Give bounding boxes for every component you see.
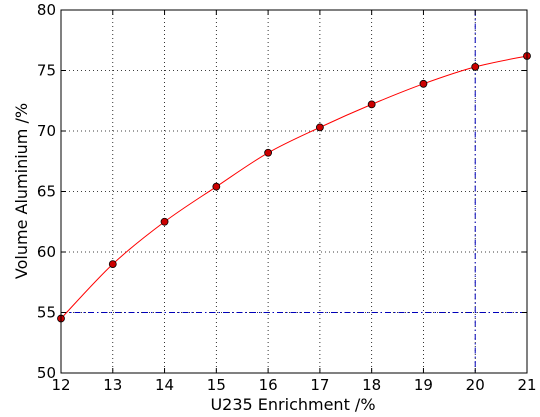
axis-ticks [60, 9, 528, 374]
data-point [419, 79, 428, 88]
data-series [57, 52, 531, 323]
x-tick-label: 14 [155, 376, 174, 394]
y-tick-label: 75 [37, 62, 56, 80]
x-tick-label: 15 [207, 376, 226, 394]
x-tick-label: 18 [362, 376, 381, 394]
y-axis-title: Volume Aluminium /% [12, 103, 31, 279]
x-tick-label: 19 [414, 376, 433, 394]
y-tick-label: 70 [37, 122, 56, 140]
y-tick-label: 80 [37, 1, 56, 19]
data-point [315, 123, 324, 132]
data-point [367, 100, 376, 109]
grid-lines [61, 10, 527, 373]
y-tick-label: 60 [37, 243, 56, 261]
reference-lines [61, 10, 527, 373]
x-tick-label: 20 [466, 376, 485, 394]
series-line [60, 55, 528, 319]
data-point [108, 260, 117, 269]
x-axis-title: U235 Enrichment /% [210, 395, 375, 414]
data-point [212, 182, 221, 191]
x-tick-label: 12 [51, 376, 70, 394]
y-tick-label: 65 [37, 183, 56, 201]
x-tick-label: 16 [259, 376, 278, 394]
y-tick-labels: 50 55 60 65 70 75 80 [37, 1, 56, 382]
data-point [160, 217, 169, 226]
x-tick-label: 21 [517, 376, 536, 394]
y-tick-label: 55 [37, 304, 56, 322]
x-tick-label: 13 [103, 376, 122, 394]
x-tick-labels: 12 13 14 15 16 17 18 19 20 21 [51, 376, 536, 394]
x-tick-label: 17 [310, 376, 329, 394]
data-point [471, 62, 480, 71]
y-tick-label: 50 [37, 364, 56, 382]
data-point [264, 148, 273, 157]
